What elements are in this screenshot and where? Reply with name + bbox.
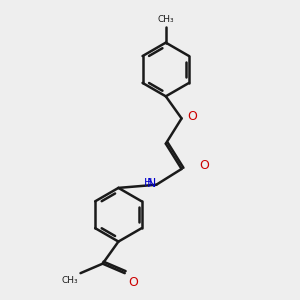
Text: O: O <box>128 276 138 289</box>
Text: CH₃: CH₃ <box>61 276 78 285</box>
Text: O: O <box>187 110 197 123</box>
Text: N: N <box>147 177 156 190</box>
Text: O: O <box>199 159 209 172</box>
Text: H: H <box>144 178 152 188</box>
Text: CH₃: CH₃ <box>158 15 174 24</box>
